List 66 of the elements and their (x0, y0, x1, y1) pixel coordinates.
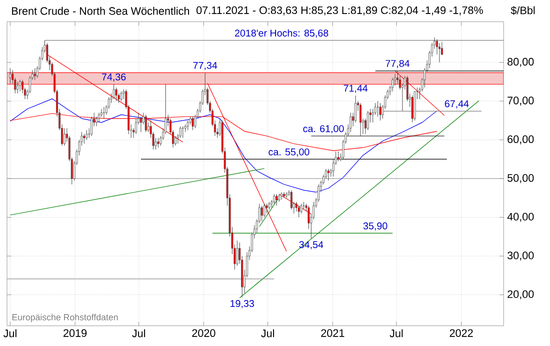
candlestick (192, 116, 194, 131)
annotation: 35,90 (363, 222, 388, 231)
y-tick-label: 40,00 (507, 213, 534, 222)
candlestick (379, 103, 382, 121)
candlestick (236, 240, 238, 266)
candlestick (411, 95, 414, 123)
candlestick (354, 96, 357, 123)
candlestick (266, 204, 268, 214)
y-tick-label: 20,00 (508, 290, 534, 300)
candlestick (438, 43, 440, 63)
candlestick (120, 91, 122, 102)
candlestick (9, 68, 12, 84)
annotation: 67,44 (444, 100, 469, 109)
x-tick-label: Jul (132, 330, 146, 338)
candlestick (96, 116, 98, 127)
annotation: 71,44 (344, 85, 368, 94)
annotation: 2018'er Hochs: 85,68 (235, 30, 328, 38)
candlestick (280, 192, 283, 200)
candlestick (300, 204, 302, 214)
annotation: 19,33 (230, 300, 254, 308)
y-tick-label: 80,00 (508, 58, 534, 68)
x-tick-label: 2019 (64, 330, 87, 338)
candlestick (286, 192, 288, 198)
candlestick (83, 134, 86, 144)
candlestick (273, 194, 276, 204)
annotation: ca. 55,00 (268, 148, 310, 157)
candlestick (350, 112, 352, 133)
y-tick-label: 30,00 (508, 252, 534, 261)
x-tick-label: Jul (390, 330, 403, 338)
candlestick (16, 82, 19, 94)
x-tick-label: 2021 (321, 330, 344, 338)
candlestick (86, 130, 88, 140)
candlestick (366, 110, 369, 131)
candlestick (63, 128, 66, 146)
candlestick (140, 116, 142, 133)
x-tick-label: Jul (3, 330, 16, 338)
candlestick (186, 120, 189, 131)
candlestick (276, 194, 278, 206)
x-tick-label: 2020 (192, 330, 216, 338)
y-axis-title: $/Bbl (510, 6, 535, 16)
candlestick (115, 88, 118, 102)
candlestick (376, 101, 379, 118)
candlestick (112, 84, 115, 100)
y-tick-label: 70,00 (508, 96, 534, 106)
chart-subtitle: 07.11.2021 - O:83,63 H:85,23 L:81,89 C:82,04 -1,49 -1,78% (196, 6, 483, 16)
annotation: 77,34 (193, 62, 218, 70)
x-tick-label: 2022 (450, 330, 473, 338)
annotation: ca. 61,00 (303, 125, 344, 134)
candlestick (392, 78, 394, 92)
annotation: Europäische Rohstoffdaten (12, 314, 118, 322)
annotation: 74,36 (102, 74, 126, 82)
candlestick (98, 112, 100, 123)
chart-title: Brent Crude - North Sea Wöchentlich (12, 7, 190, 16)
candlestick (360, 103, 362, 136)
y-tick-label: 50,00 (508, 174, 534, 184)
x-tick-label: Jul (261, 330, 274, 338)
candlestick (260, 206, 263, 222)
candlestick (327, 168, 330, 182)
line-series (10, 98, 438, 193)
candlestick (263, 204, 266, 218)
annotation: 77,84 (386, 60, 410, 68)
candlestick (19, 80, 22, 92)
y-tick-label: 60,00 (508, 136, 534, 145)
candlestick (90, 116, 93, 136)
candlestick (157, 138, 160, 148)
candlestick (154, 138, 157, 150)
